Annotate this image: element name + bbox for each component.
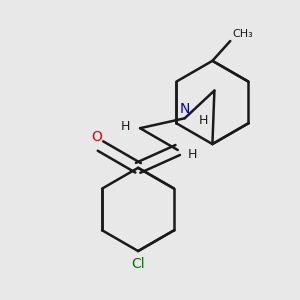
Text: H: H [188, 148, 197, 161]
Text: O: O [91, 130, 102, 144]
Text: H: H [199, 114, 208, 127]
Text: Cl: Cl [131, 257, 145, 271]
Text: H: H [121, 120, 130, 133]
Text: N: N [179, 102, 190, 116]
Text: CH₃: CH₃ [232, 29, 253, 39]
